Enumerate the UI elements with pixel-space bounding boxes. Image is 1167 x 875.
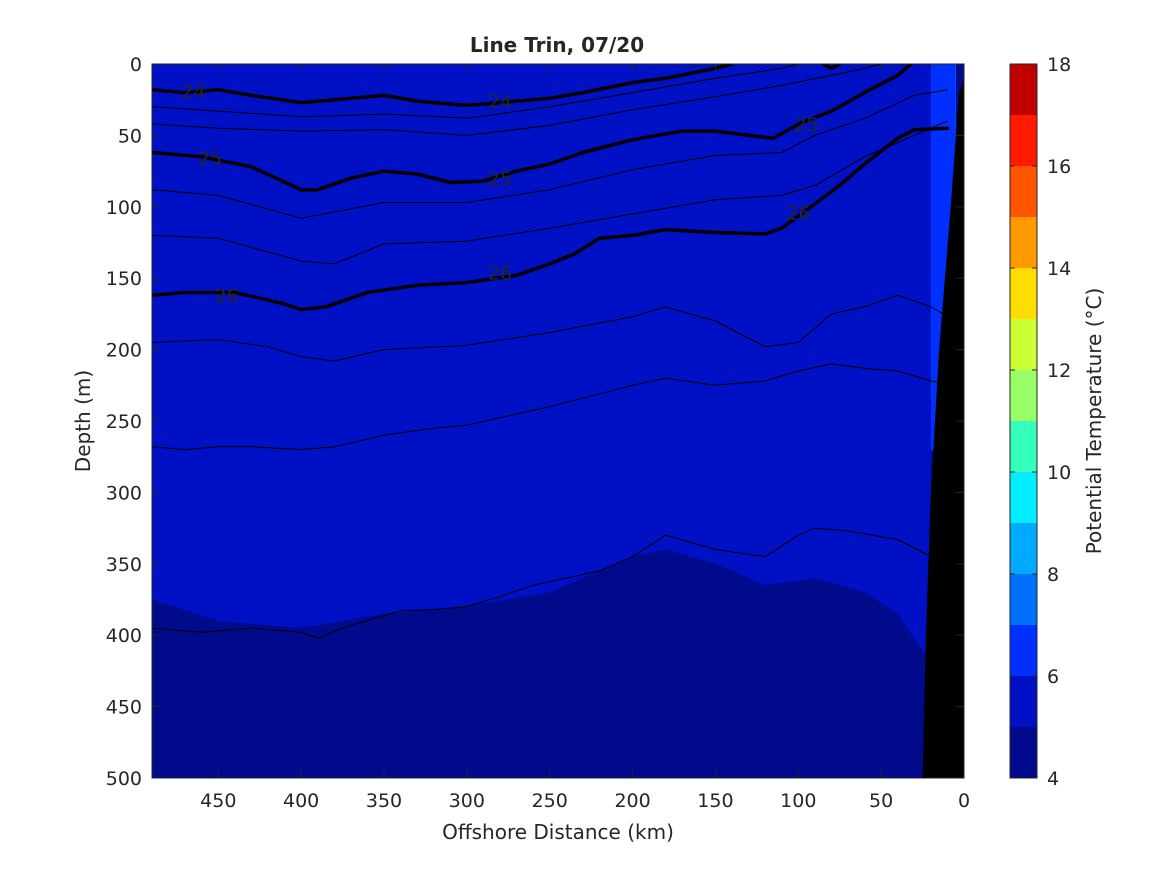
contour-line-thin-6 xyxy=(152,89,948,219)
contour-label-text: 24 xyxy=(488,91,512,113)
x-tick-label: 150 xyxy=(697,790,733,812)
chart-title: Line Trin, 07/20 xyxy=(470,33,644,57)
y-tick-label: 100 xyxy=(106,197,142,219)
contour-label-26-1: 26 xyxy=(488,262,512,284)
y-tick-label: 250 xyxy=(106,411,142,433)
x-tick-label: 100 xyxy=(780,790,816,812)
y-tick-label: 350 xyxy=(106,554,142,576)
y-axis-label: Depth (m) xyxy=(71,370,95,472)
y-tick-label: 500 xyxy=(106,768,142,790)
colorbar-tick-label: 4 xyxy=(1047,768,1059,790)
contour-label-24-1: 24 xyxy=(488,91,512,113)
temperature-band-5 xyxy=(152,64,931,664)
colorbar-tick-label: 14 xyxy=(1047,258,1071,280)
x-tick-label: 350 xyxy=(366,790,402,812)
colorbar-tick-label: 16 xyxy=(1047,156,1071,178)
x-tick-label: 300 xyxy=(449,790,485,812)
contour-label-text: 25 xyxy=(794,114,818,136)
contour-line-thin-4 xyxy=(152,64,799,119)
x-tick-label: 250 xyxy=(532,790,568,812)
x-tick-label: 400 xyxy=(283,790,319,812)
colorbar-swatch-5 xyxy=(1010,676,1037,727)
contour-label-24-0: 24 xyxy=(181,81,205,103)
contour-label-25-2: 25 xyxy=(794,114,818,136)
x-tick-label: 0 xyxy=(958,790,970,812)
temperature-fill-layer xyxy=(152,64,964,778)
colorbar-swatch-9 xyxy=(1010,472,1037,523)
contour-line-25-2 xyxy=(152,64,913,192)
contour-line-thin-7 xyxy=(152,120,948,265)
colorbar-swatch-14 xyxy=(1010,217,1037,268)
contour-line-thin-10 xyxy=(152,527,957,639)
colorbar-swatch-6 xyxy=(1010,625,1037,676)
colorbar-label: Potential Temperature (°C) xyxy=(1082,288,1106,555)
y-tick-label: 300 xyxy=(106,482,142,504)
colorbar-swatch-13 xyxy=(1010,268,1037,319)
x-axis: 450 400 350 300 250 200 150 100 50 0 xyxy=(200,64,970,812)
contour-label-text: 26 xyxy=(786,203,810,225)
y-axis: 0 50 100 150 200 250 300 350 400 450 500 xyxy=(106,54,964,790)
colorbar-swatch-10 xyxy=(1010,421,1037,472)
contour-label-25-1: 25 xyxy=(488,168,512,190)
colorbar-swatch-16 xyxy=(1010,115,1037,166)
land-mask xyxy=(922,78,964,778)
contour-label-26-0: 26 xyxy=(214,285,238,307)
contour-label-text: 25 xyxy=(488,168,512,190)
density-contour-layer xyxy=(152,64,957,639)
colorbar-swatch-17 xyxy=(1010,64,1037,115)
x-axis-label: Offshore Distance (km) xyxy=(442,820,674,844)
colorbar-swatch-11 xyxy=(1010,370,1037,421)
colorbar-swatch-15 xyxy=(1010,166,1037,217)
plot-area: 24 24 25 25 25 26 26 26 xyxy=(151,63,965,779)
contour-label-text: 25 xyxy=(198,148,222,170)
y-tick-label: 400 xyxy=(106,625,142,647)
colorbar: 4 6 8 10 12 14 16 18 Potential Temperature (°C) xyxy=(1009,54,1106,790)
contour-label-25-0: 25 xyxy=(198,148,222,170)
contour-line-24-0 xyxy=(152,64,734,108)
colorbar-swatches xyxy=(1010,64,1037,778)
contour-label-text: 26 xyxy=(488,262,512,284)
colorbar-tick-label: 12 xyxy=(1047,360,1071,382)
contour-label-text: 26 xyxy=(214,285,238,307)
colorbar-tick-label: 18 xyxy=(1047,54,1071,76)
contour-line-24-1 xyxy=(821,64,842,71)
y-tick-label: 50 xyxy=(118,125,142,147)
land-mask-layer xyxy=(922,78,964,778)
y-tick-label: 0 xyxy=(130,54,142,76)
colorbar-ticks: 4 6 8 10 12 14 16 18 xyxy=(1010,54,1071,790)
colorbar-swatch-12 xyxy=(1010,319,1037,370)
y-tick-label: 150 xyxy=(106,268,142,290)
contour-line-thin-5 xyxy=(152,64,882,136)
x-tick-label: 450 xyxy=(200,790,236,812)
colorbar-tick-label: 10 xyxy=(1047,462,1071,484)
x-tick-label: 50 xyxy=(869,790,893,812)
contour-label-text: 24 xyxy=(181,81,205,103)
x-tick-label: 200 xyxy=(614,790,650,812)
contour-line-thin-8 xyxy=(152,294,957,362)
colorbar-tick-label: 6 xyxy=(1047,666,1059,688)
colorbar-swatch-8 xyxy=(1010,523,1037,574)
contour-label-layer: 24 24 25 25 25 26 26 26 xyxy=(181,81,818,307)
colorbar-tick-label: 8 xyxy=(1047,564,1059,586)
colorbar-frame xyxy=(1009,63,1038,779)
contour-label-26-2: 26 xyxy=(786,203,810,225)
colorbar-swatch-4 xyxy=(1010,727,1037,778)
colorbar-swatch-7 xyxy=(1010,574,1037,625)
y-tick-label: 450 xyxy=(106,697,142,719)
y-tick-label: 200 xyxy=(106,340,142,362)
contour-line-thin-9 xyxy=(152,363,957,451)
contour-line-26-3 xyxy=(152,126,950,312)
